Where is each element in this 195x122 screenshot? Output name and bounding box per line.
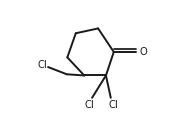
Text: O: O [139,47,147,57]
Text: Cl: Cl [109,100,119,110]
Text: Cl: Cl [84,100,94,110]
Text: Cl: Cl [37,60,47,70]
